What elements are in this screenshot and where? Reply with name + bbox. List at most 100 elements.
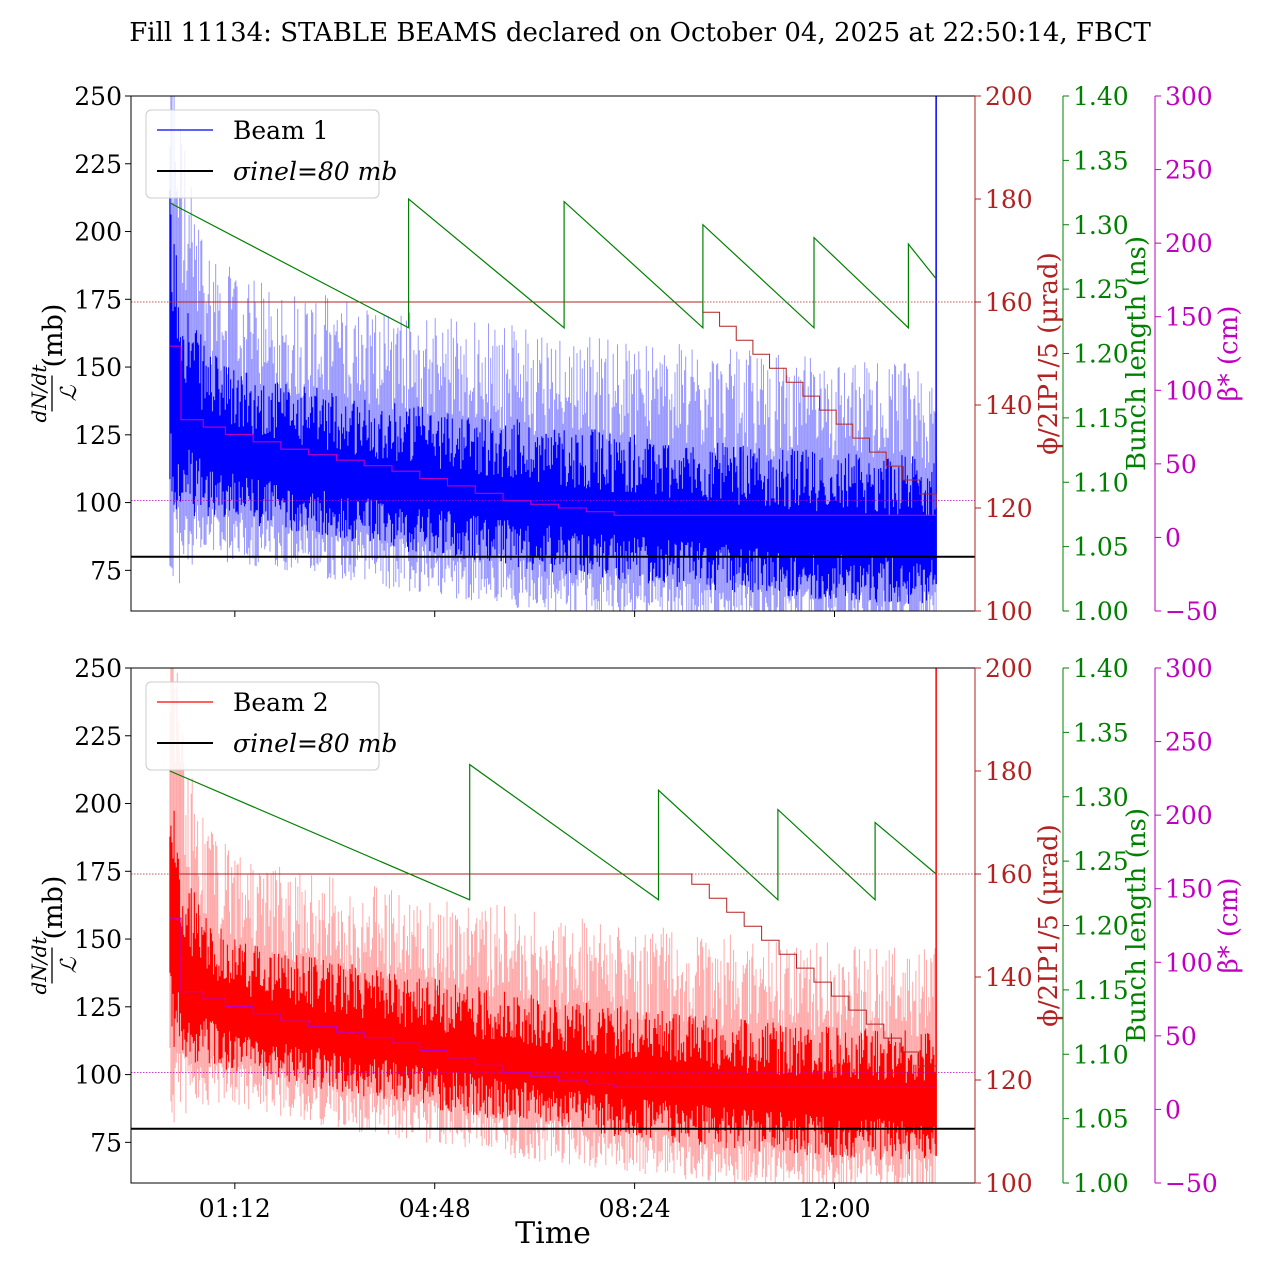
crossing-angle-series	[169, 873, 937, 1080]
y-left-tick-label: 175	[74, 857, 122, 886]
y-left-tick-label: 175	[74, 285, 122, 314]
y-left-tick-label: 250	[74, 654, 122, 683]
panel-top: 75 100 125 150 175 200 225 250 dN/dt ℒ (mb) 100 120 1…	[27, 82, 1244, 626]
y-left-label-unit: (mb)	[38, 304, 69, 368]
y-green-tick-label: 1.35	[1073, 718, 1129, 747]
y-green-tick-label: 1.35	[1073, 146, 1129, 175]
y-red-tick-label: 120	[985, 1066, 1033, 1095]
y-magenta-tick-label: 0	[1165, 1095, 1181, 1124]
y-magenta-tick-label: 250	[1165, 156, 1213, 185]
legend-box	[145, 681, 380, 771]
beta-star-series	[169, 917, 937, 1088]
beta-star-series	[169, 345, 937, 516]
y-green-tick-label: 1.05	[1073, 533, 1129, 562]
y-green-tick-label: 1.15	[1073, 976, 1129, 1005]
y-magenta-label: β* (cm)	[1214, 306, 1244, 402]
y-red-tick-label: 140	[985, 963, 1033, 992]
legend-label-beam: Beam 1	[233, 116, 329, 145]
panel-bottom: 75 100 125 150 175 200 225 250 dN/dt ℒ (mb) 100 120 1…	[27, 654, 1244, 1251]
beam-envelope	[169, 810, 937, 1160]
y-left-label: dN/dt ℒ (mb)	[27, 304, 82, 423]
plot-area	[131, 668, 975, 1183]
y-red-tick-label: 160	[985, 288, 1033, 317]
y-left-tick-label: 125	[74, 421, 122, 450]
legend-label-sigma: σinel=80 mb	[233, 157, 397, 186]
y-left-tick-label: 250	[74, 82, 122, 111]
y-magenta-tick-label: 100	[1165, 948, 1213, 977]
y-magenta-tick-label: 100	[1165, 376, 1213, 405]
y-left-tick-label: 150	[74, 925, 122, 954]
y-left-tick-label: 225	[74, 722, 122, 751]
y-magenta-tick-label: 50	[1165, 1022, 1197, 1051]
y-magenta-tick-label: 250	[1165, 728, 1213, 757]
y-magenta-tick-label: 200	[1165, 801, 1213, 830]
y-green-tick-label: 1.30	[1073, 211, 1129, 240]
y-left-tick-label: 100	[74, 1061, 122, 1090]
y-green-tick-label: 1.25	[1073, 847, 1129, 876]
y-red-label: ϕ/2IP1/5 (μrad)	[1034, 252, 1064, 455]
y-left-label: dN/dt ℒ (mb)	[27, 876, 82, 995]
legend-box	[145, 109, 380, 199]
y-left-label-num: dN/dt	[27, 936, 51, 995]
y-left-tick-label: 200	[74, 218, 122, 247]
x-tick-label: 12:00	[798, 1194, 870, 1223]
y-green-tick-label: 1.10	[1073, 468, 1129, 497]
y-magenta-tick-label: 200	[1165, 229, 1213, 258]
y-green-tick-label: 1.30	[1073, 783, 1129, 812]
y-red-tick-label: 180	[985, 185, 1033, 214]
figure-title: Fill 11134: STABLE BEAMS declared on Oct…	[129, 18, 1151, 48]
bunch-length-series	[169, 763, 937, 902]
y-magenta-tick-label: 50	[1165, 450, 1197, 479]
y-left-label-num: dN/dt	[27, 364, 51, 423]
y-left-label-den: ℒ	[57, 956, 82, 973]
plot-area	[131, 96, 975, 611]
y-green-tick-label: 1.20	[1073, 912, 1129, 941]
y-green-label: Bunch length (ns)	[1122, 236, 1152, 471]
y-red-tick-label: 140	[985, 391, 1033, 420]
y-magenta-tick-label: 300	[1165, 654, 1213, 683]
y-left-tick-label: 75	[90, 1128, 122, 1157]
y-red-tick-label: 120	[985, 494, 1033, 523]
legend-label-sigma: σinel=80 mb	[233, 729, 397, 758]
y-left-tick-label: 200	[74, 790, 122, 819]
y-red-tick-label: 100	[985, 597, 1033, 626]
y-left-tick-label: 150	[74, 353, 122, 382]
y-magenta-tick-label: −50	[1165, 1169, 1218, 1198]
y-green-tick-label: 1.00	[1073, 1169, 1129, 1198]
y-left-tick-label: 100	[74, 489, 122, 518]
y-green-tick-label: 1.10	[1073, 1040, 1129, 1069]
y-green-tick-label: 1.40	[1073, 82, 1129, 111]
y-green-tick-label: 1.40	[1073, 654, 1129, 683]
y-magenta-tick-label: 0	[1165, 523, 1181, 552]
x-tick-label: 01:12	[199, 1194, 271, 1223]
y-left-tick-label: 225	[74, 150, 122, 179]
y-magenta-tick-label: −50	[1165, 597, 1218, 626]
y-green-tick-label: 1.05	[1073, 1105, 1129, 1134]
y-green-tick-label: 1.00	[1073, 597, 1129, 626]
y-magenta-tick-label: 300	[1165, 82, 1213, 111]
legend: Beam 1 σinel=80 mb	[145, 109, 397, 199]
y-green-tick-label: 1.15	[1073, 404, 1129, 433]
x-tick-label: 08:24	[599, 1194, 671, 1223]
x-axis-label: Time	[515, 1216, 591, 1251]
crossing-angle-series	[169, 301, 937, 508]
y-left-label-den: ℒ	[57, 384, 82, 401]
y-red-tick-label: 160	[985, 860, 1033, 889]
y-magenta-label: β* (cm)	[1214, 878, 1244, 974]
y-magenta-tick-label: 150	[1165, 875, 1213, 904]
y-magenta-tick-label: 150	[1165, 303, 1213, 332]
y-red-tick-label: 200	[985, 82, 1033, 111]
legend: Beam 2 σinel=80 mb	[145, 681, 397, 771]
y-left-tick-label: 125	[74, 993, 122, 1022]
y-green-label: Bunch length (ns)	[1122, 808, 1152, 1043]
y-red-tick-label: 200	[985, 654, 1033, 683]
y-green-tick-label: 1.20	[1073, 340, 1129, 369]
legend-label-beam: Beam 2	[233, 688, 329, 717]
beam-envelope	[169, 190, 937, 604]
y-red-tick-label: 180	[985, 757, 1033, 786]
y-left-label-unit: (mb)	[38, 876, 69, 940]
y-green-tick-label: 1.25	[1073, 275, 1129, 304]
bunch-length-series	[169, 197, 937, 330]
